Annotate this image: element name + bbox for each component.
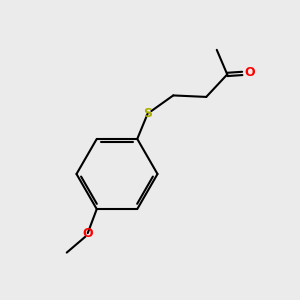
Text: O: O (244, 66, 255, 80)
Text: O: O (82, 226, 93, 240)
Text: S: S (143, 107, 152, 120)
